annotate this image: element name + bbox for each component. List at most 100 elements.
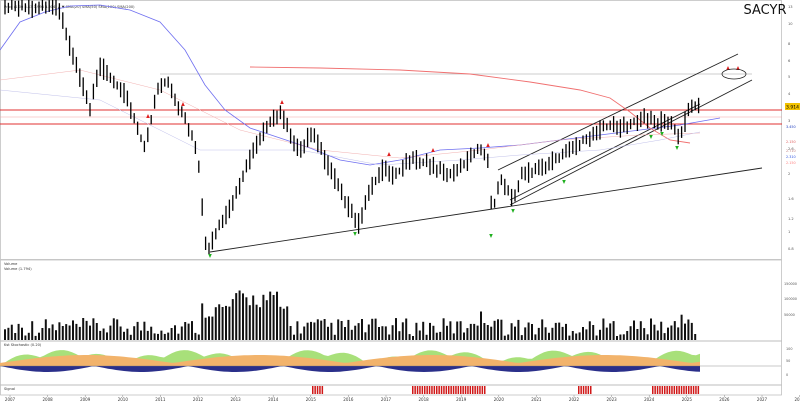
volume-bar: [418, 330, 421, 340]
sell-marker: [726, 66, 730, 70]
signal-bar: [659, 386, 661, 394]
volume-bar: [123, 331, 125, 340]
volume-bar: [310, 321, 312, 340]
price-bars: [4, 0, 700, 255]
price-panel-header: Price (1.00 4.43 3.994 3.914) ▲ ▼ SMA(20…: [4, 5, 135, 9]
x-axis-labels: 2007 2008 2009 2010 2011 2012 2013 2014 2015 2016…: [5, 395, 800, 402]
y-tick-label: 2.6: [788, 147, 794, 151]
volume-bar: [153, 333, 156, 340]
volume-bar: [231, 299, 234, 340]
signal-bar: [664, 386, 666, 394]
volume-bar: [554, 322, 557, 340]
signal-bar: [692, 386, 695, 394]
volume-bar: [286, 306, 289, 340]
signal-bar: [661, 386, 664, 394]
signal-bar: [585, 386, 587, 394]
oscillator-orange-area: [0, 355, 700, 366]
volume-bar: [439, 331, 442, 340]
oscillator: [0, 350, 781, 372]
volume-bar: [150, 326, 153, 340]
signal-bar: [690, 386, 692, 394]
volume-bar: [225, 305, 227, 340]
volume-bar: [534, 334, 537, 340]
volume-bar: [269, 291, 272, 340]
signal-bar: [414, 386, 416, 394]
volume-bar: [313, 322, 316, 340]
signal-bar: [474, 386, 476, 394]
volume-bar: [684, 323, 686, 340]
volume-bar: [140, 330, 142, 340]
volume-bar: [398, 331, 401, 340]
ma-value-label: 2.150: [786, 140, 796, 144]
volume-bar: [51, 324, 54, 340]
volume-bar: [646, 334, 649, 340]
oscillator-tick-label: 50: [786, 359, 790, 363]
signal-bar: [676, 386, 678, 394]
signal-bar: [587, 386, 590, 394]
volume-bar: [527, 322, 530, 340]
volume-bar: [55, 330, 57, 340]
volume-bar: [490, 326, 493, 340]
signal-bar: [656, 386, 659, 394]
volume-bar: [473, 323, 476, 340]
volume-bar: [279, 306, 282, 340]
volume-bar: [116, 319, 119, 340]
volume-bar: [350, 329, 353, 340]
volume-bar: [276, 291, 278, 340]
volume-bar: [31, 321, 34, 340]
volume-bar: [388, 334, 391, 340]
target-ellipse: [721, 68, 747, 80]
signal-bar: [431, 386, 433, 394]
signal-bar: [467, 386, 469, 394]
channel-line: [509, 79, 753, 206]
volume-panel-header: Volume: [4, 262, 18, 266]
volume-bar: [44, 319, 47, 340]
volume-bar: [401, 322, 404, 340]
volume-bar: [391, 325, 394, 340]
volume-bar: [565, 323, 567, 340]
volume-bar: [619, 334, 622, 340]
ma-value-label: 2.710: [786, 149, 796, 153]
volume-bar: [578, 332, 581, 340]
volume-bar: [177, 333, 180, 340]
volume-bar: [687, 319, 690, 340]
signal-bar: [683, 386, 685, 394]
signal-bar: [668, 386, 671, 394]
signal-bar: [697, 386, 700, 394]
lower-trendline: [209, 167, 763, 253]
volume-bar: [61, 326, 64, 340]
signal-bar: [469, 386, 472, 394]
upper-channel-line: [497, 53, 739, 171]
volume-bar: [520, 335, 523, 340]
volume-bar: [639, 321, 642, 340]
volume-bar: [174, 325, 176, 340]
volume-bar: [146, 330, 149, 340]
volume-bar: [72, 320, 74, 340]
volume-bar: [452, 333, 455, 340]
volume-bar: [551, 327, 554, 340]
sell-marker: [280, 100, 284, 104]
oscillator-tick-label: 0: [786, 373, 788, 377]
volume-bar: [493, 320, 496, 340]
volume-bar: [235, 293, 238, 340]
volume-bar: [602, 318, 605, 340]
x-tick-label: 2028: [795, 397, 800, 402]
volume-bar: [537, 327, 540, 340]
signal-bar: [436, 386, 438, 394]
volume-bar: [214, 307, 217, 340]
volume-panel-value: Volume (1.794): [4, 267, 32, 271]
volume-bar: [466, 328, 469, 340]
x-tick-label: 2015: [306, 397, 317, 402]
sell-marker: [181, 102, 185, 106]
signal-bar: [462, 386, 464, 394]
buy-marker: [649, 135, 653, 139]
x-tick-label: 2021: [531, 397, 542, 402]
volume-bar: [592, 325, 595, 340]
volume-bar: [340, 321, 343, 340]
signal-bar: [421, 386, 424, 394]
volume-bar: [58, 322, 61, 340]
signal-bar: [481, 386, 484, 394]
volume-tick-label: 50000: [784, 313, 795, 317]
buy-marker: [208, 254, 212, 258]
